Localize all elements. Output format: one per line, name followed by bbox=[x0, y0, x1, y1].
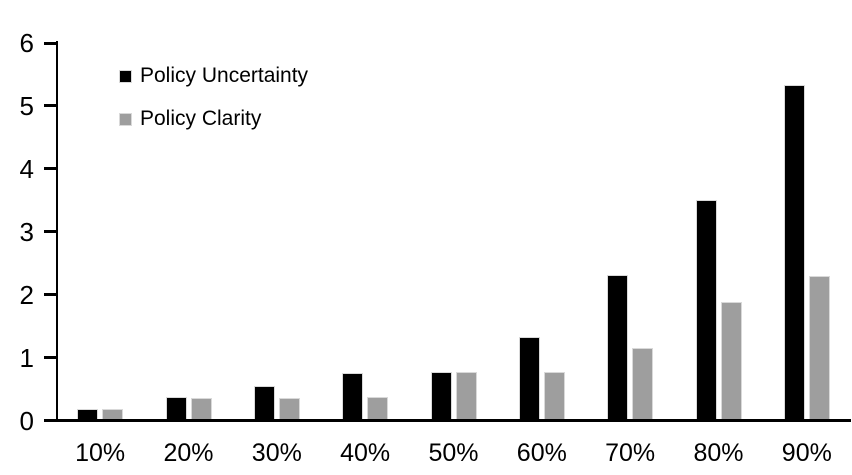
y-axis-tick bbox=[44, 419, 57, 422]
y-axis-tick-label: 5 bbox=[19, 90, 34, 121]
legend: Policy Uncertainty Policy Clarity bbox=[119, 63, 308, 149]
x-axis-category-label: 80% bbox=[693, 439, 744, 467]
x-axis-category-label: 20% bbox=[163, 439, 214, 467]
x-axis-category-label: 50% bbox=[428, 439, 479, 467]
x-axis-line bbox=[56, 419, 851, 422]
y-axis-tick bbox=[44, 41, 57, 45]
bar-policy-uncertainty-40% bbox=[342, 373, 364, 421]
bar-policy-uncertainty-50% bbox=[430, 372, 452, 421]
y-axis-tick-label: 0 bbox=[19, 405, 34, 436]
y-axis-tick-label: 1 bbox=[19, 342, 34, 373]
y-axis-line bbox=[56, 41, 58, 422]
legend-label-policy-uncertainty: Policy Uncertainty bbox=[140, 64, 309, 87]
x-axis-category-label: 70% bbox=[605, 439, 656, 467]
legend-item-policy-clarity: Policy Clarity bbox=[119, 106, 308, 132]
x-axis-category-label: 30% bbox=[251, 439, 302, 467]
bar-policy-uncertainty-80% bbox=[695, 200, 717, 421]
bar-policy-uncertainty-90% bbox=[783, 85, 805, 421]
bar-policy-clarity-30% bbox=[278, 397, 300, 421]
y-axis-tick bbox=[44, 230, 57, 234]
y-axis-tick-label: 3 bbox=[19, 216, 34, 247]
policy-clarity-swatch-icon bbox=[119, 112, 132, 126]
bar-policy-uncertainty-60% bbox=[518, 336, 540, 421]
x-axis-category-label: 90% bbox=[781, 439, 832, 467]
bar-policy-clarity-50% bbox=[455, 372, 477, 421]
y-axis-tick-label: 4 bbox=[19, 153, 34, 184]
x-axis-category-label: 40% bbox=[340, 439, 391, 467]
policy-uncertainty-swatch-icon bbox=[119, 69, 132, 83]
bar-policy-clarity-40% bbox=[367, 397, 389, 421]
bar-policy-uncertainty-70% bbox=[607, 274, 629, 421]
y-axis-tick bbox=[44, 167, 57, 171]
legend-item-policy-uncertainty: Policy Uncertainty bbox=[119, 63, 308, 89]
legend-label-policy-clarity: Policy Clarity bbox=[140, 107, 262, 130]
y-axis-tick-label: 2 bbox=[19, 279, 34, 310]
bar-policy-clarity-60% bbox=[543, 372, 565, 421]
bar-policy-clarity-70% bbox=[632, 348, 654, 421]
y-axis-tick bbox=[44, 104, 57, 108]
bar-policy-clarity-20% bbox=[190, 397, 212, 421]
bar-policy-clarity-90% bbox=[808, 276, 830, 421]
x-axis-category-label: 60% bbox=[516, 439, 567, 467]
x-axis-category-label: 10% bbox=[75, 439, 126, 467]
y-axis-tick-label: 6 bbox=[19, 28, 34, 58]
bar-policy-uncertainty-30% bbox=[253, 385, 275, 421]
bar-policy-uncertainty-20% bbox=[165, 397, 187, 421]
y-axis-tick bbox=[44, 293, 57, 297]
bar-policy-clarity-80% bbox=[720, 302, 742, 421]
y-axis-tick bbox=[44, 356, 57, 360]
